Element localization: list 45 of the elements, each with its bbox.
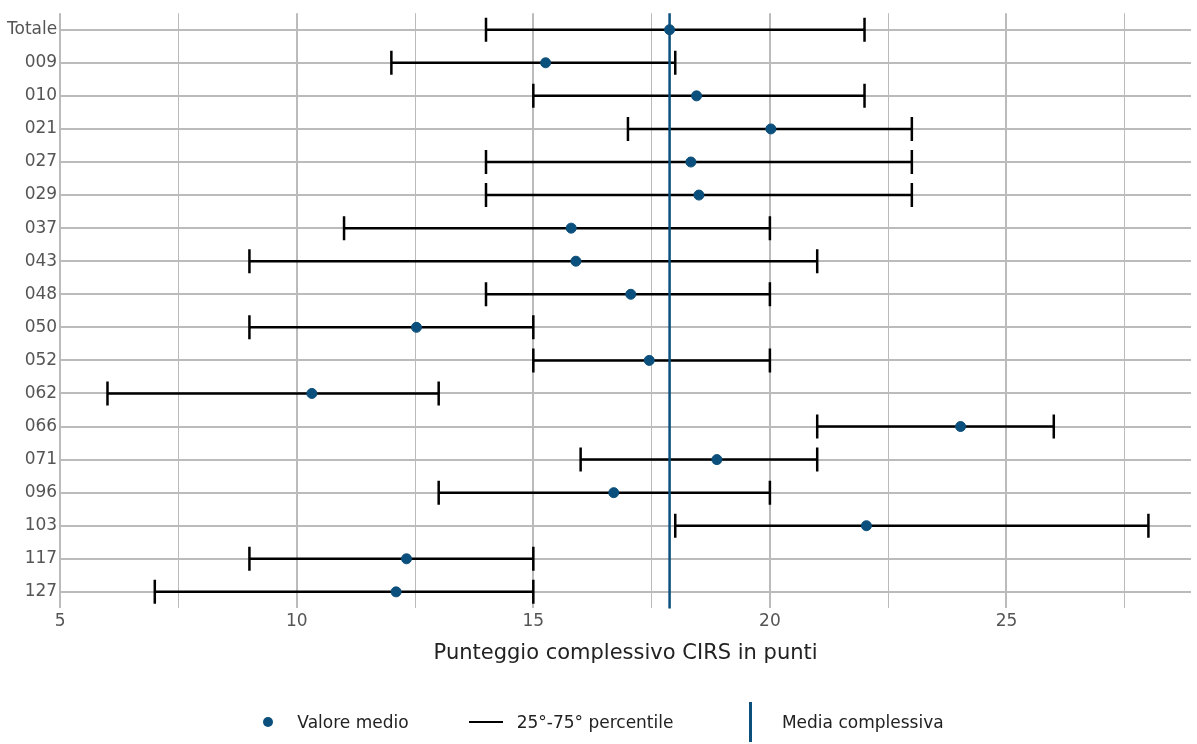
x-tick-label: 10 <box>285 610 308 631</box>
y-tick-label: 027 <box>24 150 58 171</box>
y-tick-label: 037 <box>24 216 58 237</box>
x-tick-label: 15 <box>522 610 545 631</box>
y-tick-label: 096 <box>24 481 58 502</box>
y-tick-label: 071 <box>24 448 58 469</box>
y-tick-label: 009 <box>24 51 58 72</box>
point <box>685 156 697 168</box>
y-tick-label: 103 <box>24 514 58 535</box>
point <box>410 321 422 333</box>
y-tick-label: 062 <box>24 381 58 402</box>
point <box>625 288 637 300</box>
x-tick-label: 25 <box>995 610 1018 631</box>
legend-label: Valore medio <box>297 712 409 732</box>
y-tick-label: 127 <box>24 580 58 601</box>
x-tick-label: 5 <box>54 610 66 631</box>
point <box>401 553 413 565</box>
y-tick-label: Totale <box>5 18 58 39</box>
point <box>565 222 577 234</box>
text: 25°-75° percentile <box>516 712 674 732</box>
point <box>664 24 676 36</box>
point <box>691 90 703 102</box>
x-tick-label: 20 <box>759 610 781 631</box>
point <box>860 520 872 532</box>
point <box>540 57 552 69</box>
y-tick-label: 050 <box>24 315 58 336</box>
y-tick-label: 048 <box>24 282 58 303</box>
legend-label: Media complessiva <box>781 712 944 732</box>
y-tick-label: 117 <box>24 547 58 568</box>
point <box>306 387 318 399</box>
point <box>390 586 402 598</box>
point <box>643 354 655 366</box>
y-tick-label: 052 <box>24 348 58 369</box>
point <box>711 454 723 466</box>
point <box>693 189 705 201</box>
point <box>765 123 777 135</box>
y-tick-label: 066 <box>24 414 58 435</box>
point <box>608 487 620 499</box>
x-axis-title: Punteggio complessivo CIRS in punti <box>433 639 818 664</box>
y-tick-label: 029 <box>24 183 58 204</box>
y-tick-label: 010 <box>24 84 58 105</box>
y-tick-label: 043 <box>24 249 58 270</box>
point <box>570 255 582 267</box>
point <box>955 421 967 433</box>
y-tick-label: 021 <box>24 117 58 138</box>
